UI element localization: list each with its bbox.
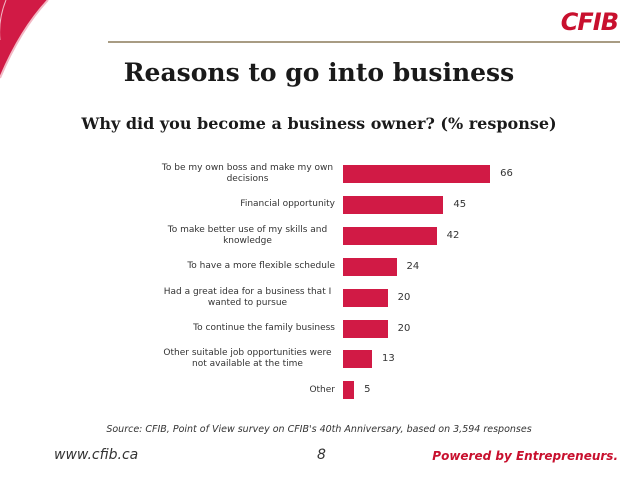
category-label: To have a more flexible schedule	[187, 261, 335, 272]
value-label: 66	[500, 168, 513, 179]
value-label: 13	[381, 353, 395, 365]
category-label-box: To continue the family business	[135, 314, 335, 344]
category-label: To make better use of my skills and know…	[167, 224, 328, 246]
category-label: Other	[309, 384, 335, 395]
bar	[343, 381, 355, 400]
value-label: 45	[453, 198, 467, 210]
category-label: Financial opportunity	[240, 199, 335, 210]
category-label-box: To make better use of my skills and know…	[135, 221, 335, 251]
value-label: 20	[397, 291, 411, 303]
footer-url: www.cfib.ca	[54, 447, 139, 463]
category-label-box: To have a more flexible schedule	[135, 252, 335, 282]
chart-subtitle: Why did you become a business owner? (% …	[81, 114, 557, 133]
value-label: 20	[397, 322, 411, 334]
category-label: Other suitable job opportunities were no…	[163, 348, 332, 370]
category-label-box: Had a great idea for a business that I w…	[135, 283, 335, 313]
bar	[343, 350, 372, 369]
category-label-box: To be my own boss and make my own decisi…	[135, 159, 335, 189]
category-label: To be my own boss and make my own decisi…	[161, 163, 334, 184]
logo: CFIB	[560, 8, 619, 36]
category-label-box: Other	[135, 375, 335, 405]
bar	[343, 226, 437, 245]
bar	[343, 288, 388, 307]
source-note: Source: CFIB, Point of View survey on CF…	[106, 424, 532, 435]
page-number: 8	[317, 447, 326, 463]
bar	[343, 165, 491, 183]
category-label: To continue the family business	[193, 323, 335, 333]
value-label: 42	[446, 229, 460, 241]
category-label-box: Other suitable job opportunities were no…	[135, 344, 335, 374]
bar	[343, 195, 444, 214]
bar	[343, 257, 397, 276]
category-label-box: Financial opportunity	[135, 190, 335, 220]
value-label: 24	[406, 260, 420, 272]
category-label: Had a great idea for a business that I w…	[163, 286, 332, 308]
bar	[343, 319, 388, 338]
tagline: Powered by Entrepreneurs.	[432, 449, 618, 463]
chart-title: Reasons to go into business	[123, 58, 515, 87]
value-label: 5	[364, 384, 371, 396]
